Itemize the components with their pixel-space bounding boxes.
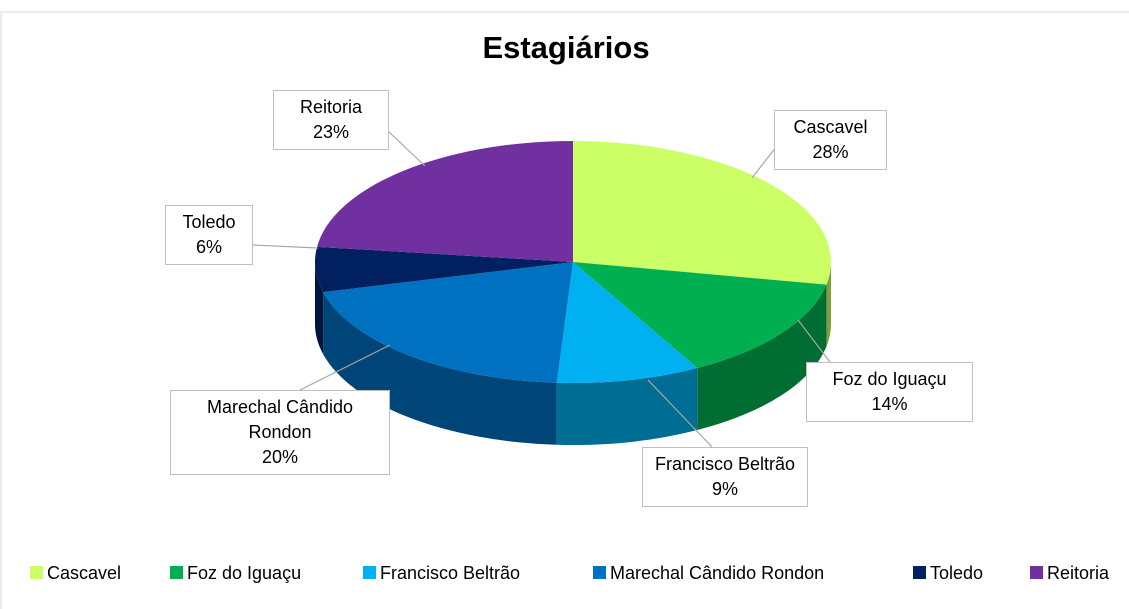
leader-line	[751, 146, 777, 179]
data-label-value: 6%	[195, 237, 222, 257]
leader-line	[299, 344, 391, 391]
slice-side	[315, 262, 324, 355]
data-label-name: Marechal Cândido Rondon	[206, 397, 354, 442]
legend-label: Toledo	[930, 563, 983, 583]
legend-swatch	[30, 566, 43, 579]
legend-label: Francisco Beltrão	[380, 563, 520, 583]
data-label-value: 20%	[261, 447, 299, 467]
legend-label: Foz do Iguaçu	[187, 563, 301, 583]
legend-swatch	[593, 566, 606, 579]
data-label-name: Francisco Beltrão	[654, 454, 796, 474]
slice	[556, 262, 698, 383]
legend-label: Cascavel	[47, 563, 121, 583]
slice-side	[323, 292, 557, 445]
slice-side	[826, 262, 831, 347]
legend-swatch	[363, 566, 376, 579]
leader-line	[647, 379, 713, 448]
slice-side	[556, 368, 698, 445]
legend-label: Reitoria	[1047, 563, 1110, 583]
data-label: Cascavel 28%	[774, 110, 887, 170]
legend-swatch	[1030, 566, 1043, 579]
slice	[315, 246, 573, 293]
data-label: Foz do Iguaçu 14%	[806, 362, 973, 422]
leader-line	[797, 319, 831, 363]
data-label-name: Reitoria	[299, 97, 363, 117]
slice	[323, 262, 573, 383]
legend-swatch	[913, 566, 926, 579]
leader-line	[388, 131, 426, 167]
chart-title: Estagiários	[482, 30, 649, 65]
slice	[573, 141, 831, 285]
data-label-name: Cascavel	[793, 117, 868, 137]
data-label: Francisco Beltrão 9%	[642, 447, 808, 507]
chart-border	[0, 11, 1129, 609]
data-label-value: 23%	[312, 122, 350, 142]
data-label-value: 14%	[871, 394, 908, 414]
data-label-name: Toledo	[182, 212, 236, 232]
slice-side	[697, 284, 827, 431]
data-label: Toledo 6%	[165, 205, 253, 265]
data-label-value: 28%	[812, 142, 849, 162]
legend-swatch	[170, 566, 183, 579]
legend-label: Marechal Cândido Rondon	[610, 563, 824, 583]
data-label: Reitoria 23%	[273, 90, 389, 150]
data-label-name: Foz do Iguaçu	[832, 369, 947, 389]
leader-line	[252, 244, 319, 249]
data-label: Marechal Cândido Rondon 20%	[170, 390, 390, 475]
slice	[573, 262, 827, 369]
data-label-value: 9%	[711, 479, 738, 499]
slice	[317, 141, 573, 262]
